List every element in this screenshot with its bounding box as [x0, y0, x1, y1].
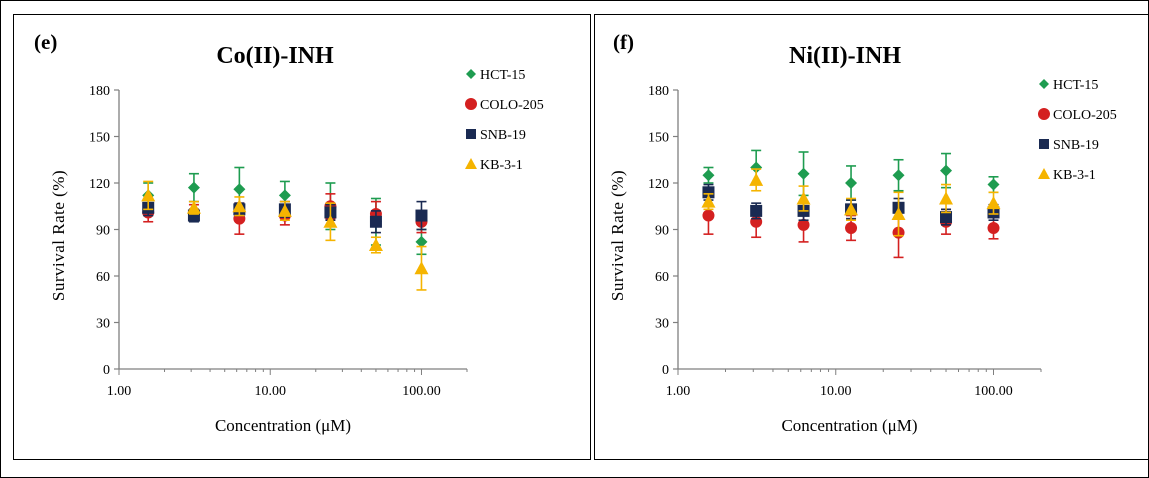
data-point	[369, 215, 382, 228]
data-point	[939, 191, 954, 205]
y-tick-label: 60	[96, 270, 110, 285]
x-tick-label: 100.00	[974, 384, 1013, 399]
data-point	[987, 221, 1000, 234]
data-point	[797, 167, 810, 180]
data-point	[844, 202, 859, 216]
x-axis-label: Concentration (μM)	[215, 416, 351, 435]
x-tick-label: 10.00	[820, 384, 852, 399]
legend-label: SNB-19	[480, 128, 526, 143]
legend-entry: KB-3-1	[1038, 168, 1096, 183]
chart-title: Co(II)-INH	[216, 43, 334, 69]
data-point	[845, 177, 858, 189]
data-point	[278, 189, 291, 202]
y-tick-label: 0	[662, 363, 669, 378]
legend-label: COLO-205	[480, 98, 544, 113]
legend-marker	[1039, 79, 1049, 89]
legend-entry: HCT-15	[466, 68, 525, 83]
data-point	[701, 194, 716, 208]
y-tick-label: 60	[655, 270, 669, 285]
chart-title: Ni(II)-INH	[789, 43, 901, 69]
data-point	[750, 161, 763, 174]
x-tick-label: 100.00	[402, 384, 441, 399]
data-point	[987, 178, 1000, 191]
data-point	[702, 209, 715, 222]
data-point	[891, 207, 906, 220]
chart-panel-f: (f) Ni(II)-INH 0 30 60 90 120 150 180 1.00 10.00 10…	[594, 14, 1149, 460]
legend-marker	[465, 98, 477, 110]
data-point	[986, 196, 1001, 210]
data-point	[415, 209, 428, 222]
legend-label: HCT-15	[1053, 78, 1098, 93]
panel-label: (f)	[613, 30, 634, 54]
y-axis-label: Survival Rate (%)	[49, 170, 68, 301]
legend-marker	[1039, 139, 1049, 149]
legend-marker	[1038, 108, 1050, 120]
legend-entry: KB-3-1	[465, 158, 523, 173]
legend-label: COLO-205	[1053, 108, 1117, 123]
data-point	[414, 261, 429, 275]
x-tick-label: 1.00	[666, 384, 691, 399]
legend-label: SNB-19	[1053, 138, 1099, 153]
legend-label: KB-3-1	[480, 158, 523, 173]
series-kb-3-1	[701, 168, 1001, 237]
chart-panel-e: (e) Co(II)-INH 0 30 60 90 120 150 180 1.00 10.00 10…	[13, 14, 591, 460]
y-axis-label: Survival Rate (%)	[608, 170, 627, 301]
data-point	[940, 211, 953, 224]
data-point	[892, 169, 905, 182]
data-point	[415, 235, 428, 248]
data-point	[797, 218, 810, 231]
legend-marker	[465, 158, 477, 169]
x-tick-label: 1.00	[107, 384, 132, 399]
legend-marker	[466, 69, 476, 79]
legend-marker	[466, 129, 476, 139]
data-point	[702, 186, 715, 199]
legend-label: KB-3-1	[1053, 168, 1096, 183]
panel-label: (e)	[34, 30, 57, 54]
y-tick-label: 150	[648, 131, 669, 146]
y-tick-label: 0	[103, 363, 110, 378]
y-tick-label: 90	[96, 224, 110, 239]
y-tick-label: 180	[89, 84, 110, 99]
y-tick-label: 30	[96, 317, 110, 332]
legend-marker	[1038, 168, 1050, 179]
series-kb-3-1	[141, 180, 429, 291]
y-tick-label: 150	[89, 131, 110, 146]
legend-entry: COLO-205	[465, 98, 544, 113]
data-point	[232, 199, 247, 213]
series-hct-15	[702, 149, 1000, 201]
data-point	[323, 214, 338, 228]
y-tick-label: 120	[648, 177, 669, 192]
chart-frame	[13, 14, 591, 460]
x-tick-label: 10.00	[254, 384, 286, 399]
legend-entry: SNB-19	[466, 128, 526, 143]
data-point	[186, 200, 201, 214]
data-point	[233, 183, 246, 196]
chart-f-svg: (f) Ni(II)-INH 0 30 60 90 120 150 180 1.00 10.00 10…	[608, 30, 1117, 435]
data-point	[277, 203, 292, 217]
x-axis-label: Concentration (μM)	[781, 416, 917, 435]
y-tick-label: 120	[89, 177, 110, 192]
y-tick-label: 30	[655, 317, 669, 332]
data-point	[940, 164, 953, 177]
chart-e-svg: (e) Co(II)-INH 0 30 60 90 120 150 180 1.00 10.00 10…	[34, 30, 544, 435]
legend-label: HCT-15	[480, 68, 525, 83]
legend-entry: HCT-15	[1039, 78, 1098, 93]
data-point	[368, 238, 383, 251]
legend-entry: COLO-205	[1038, 108, 1117, 123]
data-point	[187, 181, 200, 194]
legend-entry: SNB-19	[1039, 138, 1099, 153]
data-point	[702, 169, 715, 182]
y-tick-label: 180	[648, 84, 669, 99]
data-point	[749, 172, 764, 186]
data-point	[750, 204, 763, 217]
data-point	[796, 191, 811, 205]
y-tick-label: 90	[655, 224, 669, 239]
data-point	[141, 188, 156, 202]
data-point	[845, 221, 858, 234]
